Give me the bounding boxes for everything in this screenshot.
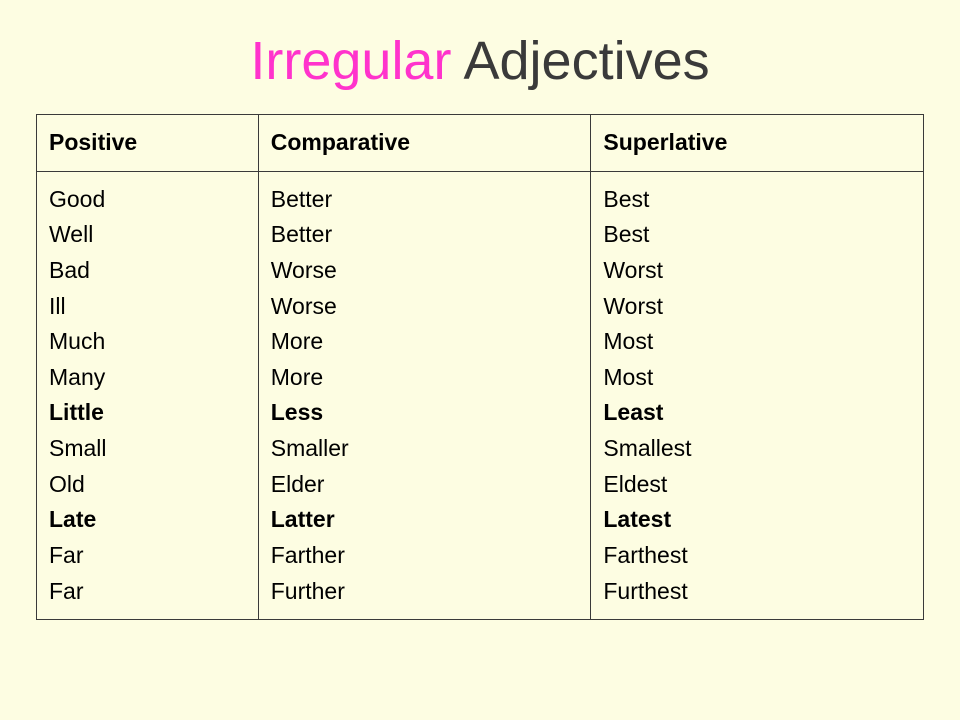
cell-positive-line: Little — [49, 395, 246, 431]
cell-superlative-line: Smallest — [603, 431, 911, 467]
cell-positive-line: Far — [49, 574, 246, 610]
cell-superlative-line: Furthest — [603, 574, 911, 610]
cell-positive-line: Old — [49, 467, 246, 503]
cell-superlative-line: Worst — [603, 289, 911, 325]
cell-comparative-line: Smaller — [271, 431, 579, 467]
cell-comparative-line: Further — [271, 574, 579, 610]
cell-superlative-line: Most — [603, 360, 911, 396]
table-header-row: Positive Comparative Superlative — [37, 115, 924, 172]
cell-positive: GoodWellBadIllMuchManyLittleSmallOldLate… — [37, 171, 259, 620]
cell-superlative-line: Best — [603, 217, 911, 253]
cell-comparative-line: Worse — [271, 253, 579, 289]
cell-positive-line: Small — [49, 431, 246, 467]
cell-comparative-line: Worse — [271, 289, 579, 325]
cell-superlative-line: Worst — [603, 253, 911, 289]
cell-comparative-line: More — [271, 324, 579, 360]
header-superlative: Superlative — [591, 115, 924, 172]
cell-comparative-line: Better — [271, 217, 579, 253]
cell-positive-line: Well — [49, 217, 246, 253]
cell-comparative-line: Less — [271, 395, 579, 431]
cell-comparative-line: Farther — [271, 538, 579, 574]
cell-positive-line: Bad — [49, 253, 246, 289]
cell-positive-line: Far — [49, 538, 246, 574]
title-word-2: Adjectives — [463, 31, 709, 91]
header-comparative: Comparative — [258, 115, 591, 172]
cell-superlative-line: Farthest — [603, 538, 911, 574]
cell-comparative-line: Latter — [271, 502, 579, 538]
cell-superlative: BestBestWorstWorstMostMostLeastSmallestE… — [591, 171, 924, 620]
cell-comparative: BetterBetterWorseWorseMoreMoreLessSmalle… — [258, 171, 591, 620]
table-data-row: GoodWellBadIllMuchManyLittleSmallOldLate… — [37, 171, 924, 620]
cell-positive-line: Good — [49, 182, 246, 218]
slide-title: Irregular Adjectives — [36, 30, 924, 92]
header-positive: Positive — [37, 115, 259, 172]
cell-superlative-line: Best — [603, 182, 911, 218]
adjectives-table: Positive Comparative Superlative GoodWel… — [36, 114, 924, 620]
cell-comparative-line: Elder — [271, 467, 579, 503]
cell-positive-line: Late — [49, 502, 246, 538]
cell-superlative-line: Latest — [603, 502, 911, 538]
cell-comparative-line: More — [271, 360, 579, 396]
title-word-1: Irregular — [250, 31, 451, 91]
cell-comparative-line: Better — [271, 182, 579, 218]
cell-positive-line: Many — [49, 360, 246, 396]
cell-positive-line: Ill — [49, 289, 246, 325]
cell-positive-line: Much — [49, 324, 246, 360]
cell-superlative-line: Eldest — [603, 467, 911, 503]
slide-page: Irregular Adjectives Positive Comparativ… — [0, 0, 960, 720]
cell-superlative-line: Least — [603, 395, 911, 431]
cell-superlative-line: Most — [603, 324, 911, 360]
